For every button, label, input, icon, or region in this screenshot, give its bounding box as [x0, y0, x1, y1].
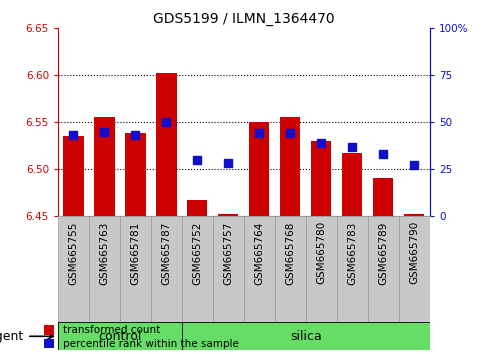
Text: GSM665768: GSM665768: [285, 221, 296, 285]
Point: [317, 140, 325, 145]
Text: GSM665780: GSM665780: [316, 221, 327, 285]
Text: GSM665789: GSM665789: [378, 221, 388, 285]
Bar: [58, 322, 182, 350]
Point: [349, 144, 356, 149]
Bar: [249, 122, 270, 216]
Bar: [368, 216, 399, 322]
Bar: [89, 216, 120, 322]
Text: GSM665781: GSM665781: [130, 221, 141, 285]
Point: [131, 132, 139, 138]
Bar: [280, 116, 300, 216]
Bar: [399, 216, 430, 322]
Bar: [244, 216, 275, 322]
Text: GSM665783: GSM665783: [347, 221, 357, 285]
Bar: [337, 216, 368, 322]
Bar: [156, 73, 176, 216]
Bar: [342, 153, 362, 216]
Point: [256, 131, 263, 136]
Bar: [182, 322, 430, 350]
Text: agent: agent: [0, 330, 24, 343]
Point: [163, 119, 170, 125]
Bar: [126, 133, 145, 216]
Text: GSM665790: GSM665790: [410, 221, 419, 285]
Text: GSM665763: GSM665763: [99, 221, 110, 285]
Bar: [404, 214, 425, 216]
Bar: [151, 216, 182, 322]
Text: control: control: [98, 330, 142, 343]
Point: [380, 151, 387, 157]
Bar: [120, 216, 151, 322]
Text: GSM665757: GSM665757: [224, 221, 233, 285]
Point: [194, 157, 201, 162]
Text: silica: silica: [290, 330, 322, 343]
Bar: [373, 178, 394, 216]
Point: [286, 131, 294, 136]
Text: GSM665787: GSM665787: [161, 221, 171, 285]
Title: GDS5199 / ILMN_1364470: GDS5199 / ILMN_1364470: [153, 12, 335, 26]
Text: GSM665752: GSM665752: [192, 221, 202, 285]
Bar: [306, 216, 337, 322]
Bar: [213, 216, 244, 322]
Point: [100, 129, 108, 134]
Legend: transformed count, percentile rank within the sample: transformed count, percentile rank withi…: [44, 325, 239, 349]
Bar: [187, 200, 208, 216]
Bar: [312, 141, 331, 216]
Bar: [63, 136, 84, 216]
Bar: [275, 216, 306, 322]
Bar: [94, 118, 114, 216]
Bar: [58, 216, 89, 322]
Text: GSM665764: GSM665764: [255, 221, 264, 285]
Bar: [182, 216, 213, 322]
Bar: [218, 214, 239, 216]
Point: [411, 162, 418, 168]
Point: [70, 132, 77, 138]
Text: GSM665755: GSM665755: [69, 221, 78, 285]
Point: [225, 161, 232, 166]
